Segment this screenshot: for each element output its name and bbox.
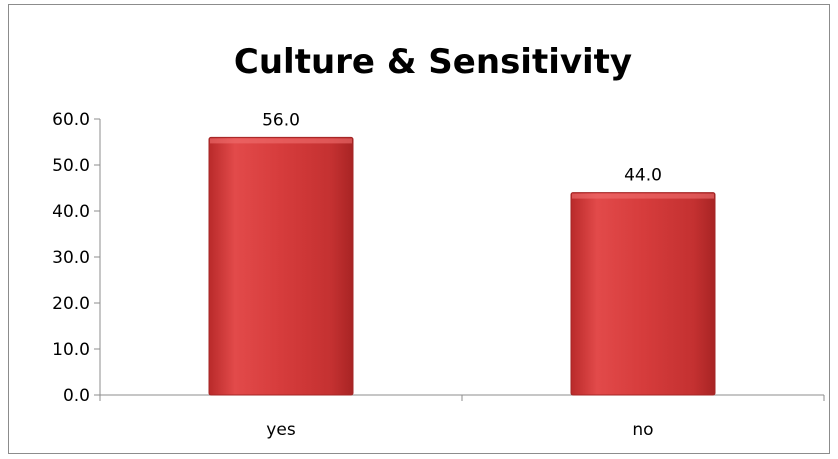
y-tick-label: 40.0: [52, 202, 90, 222]
data-label-no: 44.0: [624, 166, 662, 186]
y-tick-label: 50.0: [52, 156, 90, 176]
bars-group: [208, 136, 716, 396]
y-tick-label: 0.0: [63, 386, 90, 406]
y-tick-label: 30.0: [52, 248, 90, 268]
x-tick-label-yes: yes: [266, 420, 296, 440]
y-axis: 0.0 10.0 20.0 30.0 40.0 50.0 60.0: [52, 110, 101, 406]
data-label-yes: 56.0: [262, 110, 300, 130]
y-tick-label: 60.0: [52, 110, 90, 130]
bar-highlight: [210, 138, 352, 144]
x-tick-label-no: no: [632, 420, 653, 440]
bar-chart: Culture & Sensitivity 0.0 10.0 20.0 30.0 40.…: [52, 42, 825, 440]
x-axis: yes no: [99, 394, 825, 440]
bar-highlight: [572, 193, 714, 199]
bar-no: [570, 192, 716, 396]
bar-yes: [208, 136, 354, 396]
y-tick-label: 20.0: [52, 294, 90, 314]
chart-frame: Culture & Sensitivity 0.0 10.0 20.0 30.0 40.…: [8, 4, 830, 454]
chart-title: Culture & Sensitivity: [234, 42, 632, 82]
y-tick-label: 10.0: [52, 340, 90, 360]
data-labels-group: 56.0 44.0: [262, 110, 662, 185]
